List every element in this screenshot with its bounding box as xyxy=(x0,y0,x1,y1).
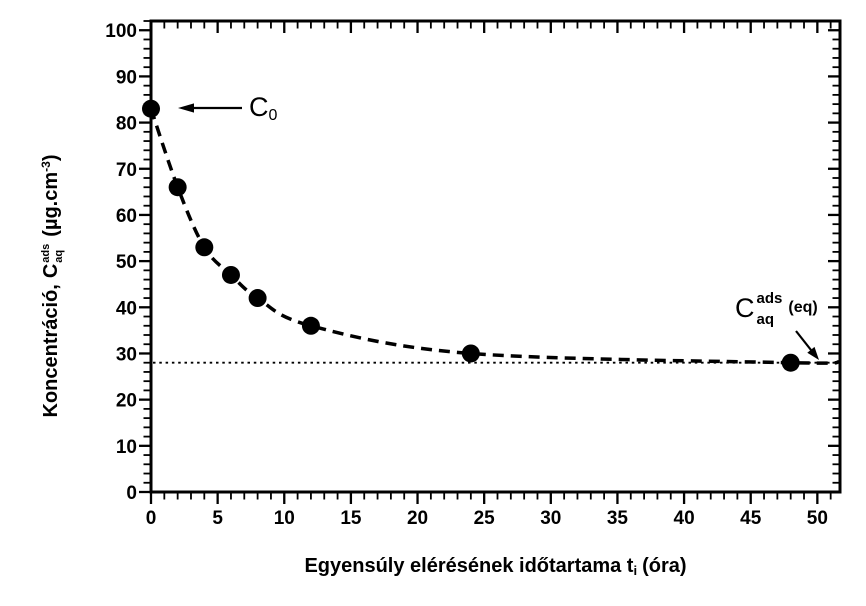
y-tick-label: 90 xyxy=(116,67,137,88)
x-tick-labels: 0 5 10 15 20 25 30 35 40 45 50 xyxy=(146,508,828,529)
y-tick-label: 20 xyxy=(116,391,137,412)
data-points xyxy=(142,99,800,372)
y-tick-label: 40 xyxy=(116,298,137,319)
data-point xyxy=(461,344,480,363)
c0-symbol: C xyxy=(249,92,269,122)
ceq-arrow-line xyxy=(795,330,812,351)
annotation-arrows xyxy=(178,103,819,360)
ceq-arrow-head xyxy=(807,346,819,360)
x-tick-label: 25 xyxy=(474,508,496,529)
y-tick-label: 30 xyxy=(116,344,137,365)
x-tick-label: 50 xyxy=(807,508,828,529)
y-axis-unit-open: (µg.cm xyxy=(40,171,62,237)
data-point xyxy=(168,178,187,197)
decay-curve xyxy=(149,108,841,365)
data-point xyxy=(221,265,240,284)
y-tick-label: 100 xyxy=(105,21,137,42)
y-axis-title-text: Koncentráció, xyxy=(40,284,62,418)
x-tick-label: 45 xyxy=(740,508,762,529)
ceq-subscript: aq xyxy=(756,311,775,328)
x-tick-label: 30 xyxy=(540,508,561,529)
y-axis-supsub: ads aq xyxy=(40,244,65,263)
x-axis-title-subscript: i xyxy=(633,563,638,578)
ceq-symbol: C xyxy=(735,293,755,323)
c0-subscript: 0 xyxy=(268,107,278,124)
data-point xyxy=(248,289,267,308)
axis-frame xyxy=(149,19,842,494)
y-axis-unit-exponent: -3 xyxy=(39,161,53,172)
annotation-c0: C0 xyxy=(249,94,277,124)
y-tick-label: 0 xyxy=(126,483,137,504)
y-tick-label: 10 xyxy=(116,437,137,458)
y-axis-unit: (µg.cm-3) xyxy=(39,154,62,237)
y-tick-label: 80 xyxy=(116,114,137,135)
y-axis-title: Koncentráció, C ads aq (µg.cm-3) xyxy=(33,6,65,566)
x-axis-title: Egyensúly elérésének időtartama ti (óra) xyxy=(151,554,840,583)
y-axis-ticks xyxy=(139,20,839,494)
x-axis-title-text: Egyensúly elérésének időtartama t xyxy=(304,555,634,577)
data-point xyxy=(142,99,160,118)
y-tick-label: 50 xyxy=(116,252,137,273)
x-axis-title-unit: (óra) xyxy=(642,555,687,577)
x-tick-label: 40 xyxy=(674,508,695,529)
x-tick-label: 0 xyxy=(146,508,157,529)
ceq-eq-label: (eq) xyxy=(788,299,818,316)
x-axis-ticks xyxy=(149,22,832,504)
c0-arrow-head xyxy=(178,103,194,113)
x-tick-label: 15 xyxy=(340,508,362,529)
y-tick-label: 70 xyxy=(116,160,137,181)
x-tick-label: 20 xyxy=(407,508,428,529)
data-point xyxy=(781,353,800,372)
x-tick-label: 5 xyxy=(212,508,223,529)
y-axis-superscript: ads xyxy=(40,243,52,263)
x-tick-label: 35 xyxy=(607,508,629,529)
ceq-supsub: ads aq xyxy=(757,288,783,330)
data-point xyxy=(301,316,320,335)
ceq-superscript: ads xyxy=(756,290,783,307)
y-axis-symbol: C xyxy=(40,263,62,279)
y-axis-subscript: aq xyxy=(52,249,65,263)
data-point xyxy=(195,238,214,257)
y-tick-label: 60 xyxy=(116,206,137,227)
y-tick-labels: 0 10 20 30 40 50 60 70 80 90 100 xyxy=(105,21,137,504)
y-axis-unit-close: ) xyxy=(40,154,62,162)
x-tick-label: 10 xyxy=(274,508,295,529)
